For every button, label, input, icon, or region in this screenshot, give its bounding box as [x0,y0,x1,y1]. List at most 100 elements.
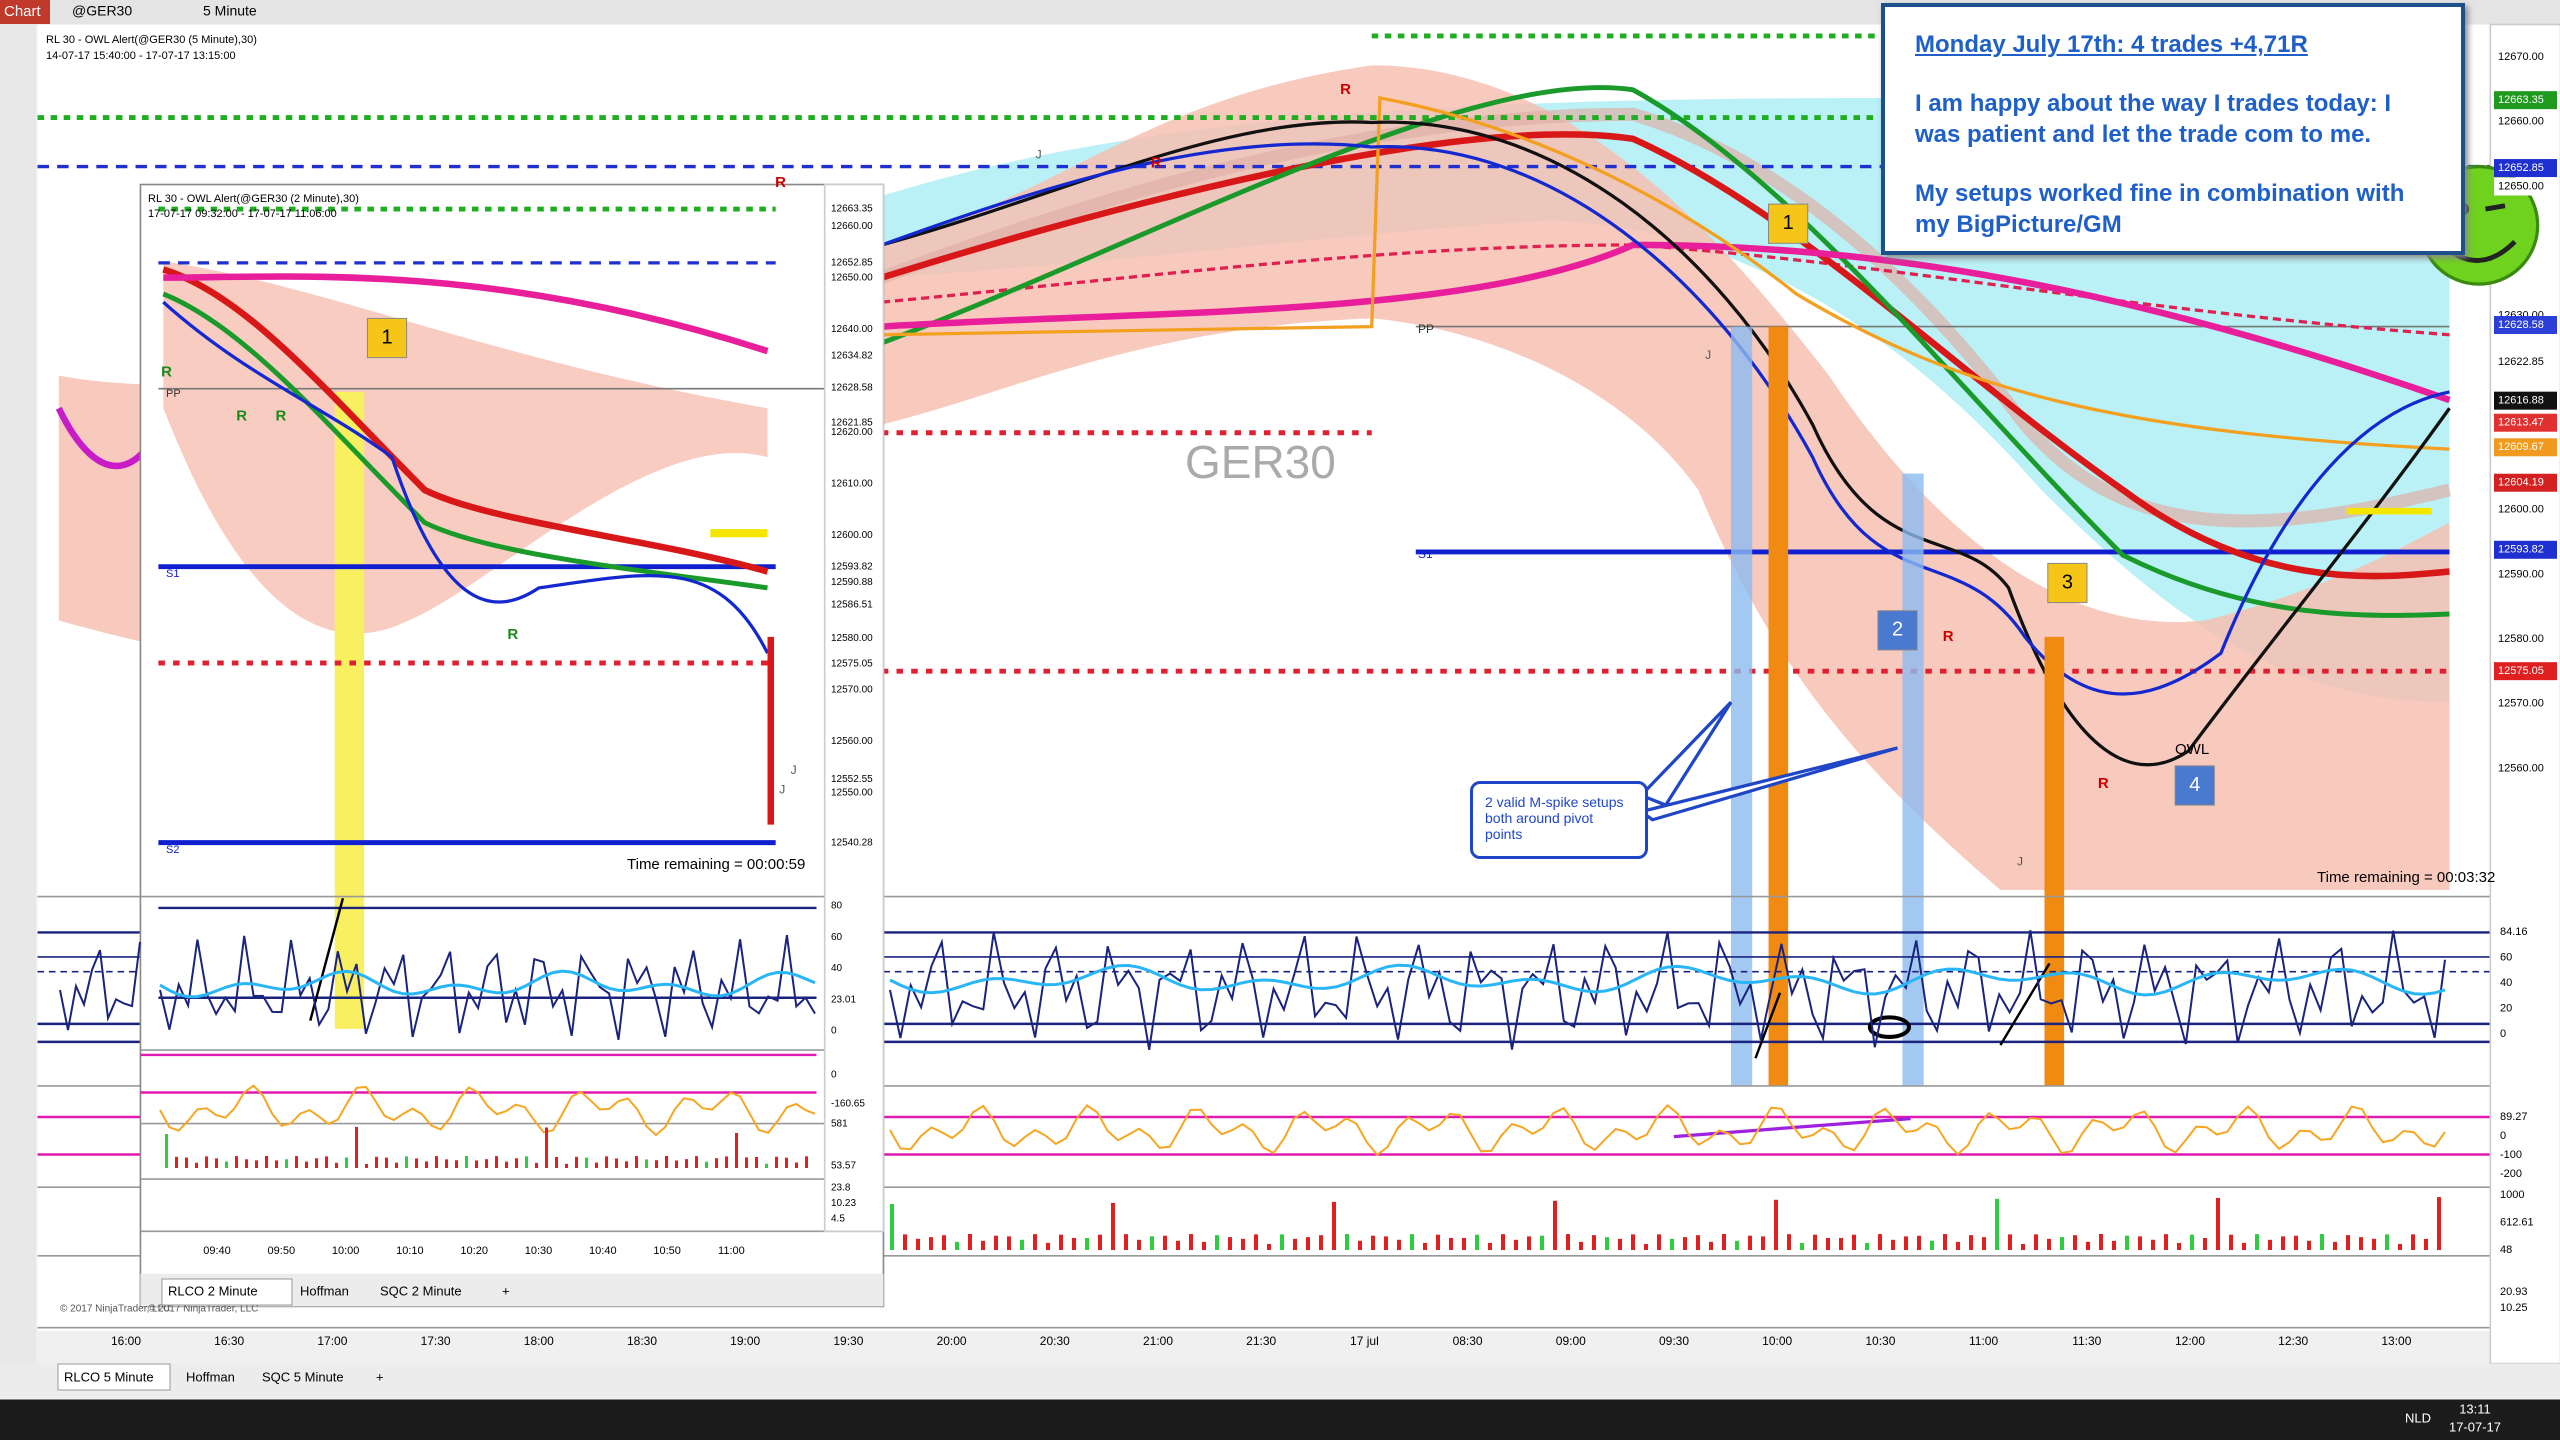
price-tag [2494,91,2557,110]
volume-bar [1202,1241,1206,1250]
line-black [881,120,2451,767]
price-label: 12628.58 [2498,319,2544,331]
volume-bar [1696,1235,1700,1250]
indicator-line [889,1103,2446,1157]
inset-volume-bar [445,1159,448,1168]
inset-time-label: 10:20 [460,1245,488,1257]
band-inner [879,107,2452,528]
volume-bar [1631,1234,1635,1250]
tab[interactable]: Hoffman [186,1369,235,1384]
osc-label: 84.16 [2500,926,2528,938]
trade-marker-label: 1 [1783,212,1794,234]
interval[interactable]: 5 Minute [203,3,257,19]
inset-volume-bar [385,1157,388,1168]
volume-bar [2073,1235,2077,1250]
volume-bar [1579,1241,1583,1250]
volume-bar [1462,1237,1466,1250]
cci-label: -100 [2500,1149,2522,1161]
volume-bar [903,1234,907,1250]
inset-time-label: 10:50 [653,1245,681,1257]
inset-volume-bar [435,1156,438,1168]
inset-price-label: 12570.00 [831,684,873,695]
inset-bar [334,391,365,1029]
volume-bar [1241,1238,1245,1250]
time-label: 20:00 [937,1334,967,1348]
volume-bar [929,1237,933,1250]
inset-price-label: 12621.85 [831,417,873,428]
price-tag [2494,112,2557,131]
volume-bar [1709,1241,1713,1250]
volume-bar [2281,1236,2285,1250]
inset-tab[interactable]: Hoffman [300,1283,349,1298]
volume-bar [1358,1240,1362,1250]
inset-pane-label: 0 [831,1026,837,1037]
inset-tab[interactable]: + [502,1283,510,1298]
tab[interactable]: RLCO 5 Minute [64,1369,154,1384]
oval [1867,1015,1912,1039]
volume-bar [1644,1243,1648,1250]
inset-volume-bar [665,1156,668,1168]
bottom-label: 20.93 [2500,1286,2528,1298]
volume-bar [1267,1243,1271,1250]
price-label: 12616.88 [2498,395,2544,407]
volume-bar [1098,1234,1102,1250]
r-marker: R [1943,628,1954,645]
chart-button[interactable]: Chart [4,3,42,20]
entry-bar [2044,636,2065,1086]
inset-volume-bar [725,1156,728,1168]
price-tag [2494,159,2557,178]
tab[interactable]: + [376,1369,384,1384]
main-header: RL 30 - OWL Alert(@GER30 (5 Minute),30) [46,34,257,46]
volume-bar [1488,1242,1492,1250]
volume-bar [2385,1234,2389,1250]
inset-volume-bar [305,1161,308,1168]
inset-volume-bar [555,1156,558,1168]
tab[interactable]: SQC 5 Minute [262,1369,344,1384]
volume-bar [1163,1235,1167,1250]
time-label: 16:30 [214,1334,244,1348]
instrument[interactable]: @GER30 [72,3,132,19]
setup-bar [1902,473,1924,1086]
inset-volume-bar [655,1160,658,1168]
price-tag [2494,413,2557,432]
volume-bar [942,1235,946,1250]
volume-bar [1930,1240,1934,1250]
inset-volume-bar [765,1163,768,1168]
osc-label: 40 [2500,977,2512,989]
volume-bar [1449,1237,1453,1250]
time-label: 12:00 [2175,1334,2205,1348]
price-label: 12652.85 [2498,162,2544,174]
osc-label: 60 [2500,951,2512,963]
volume-bar [2320,1234,2324,1250]
volume-bar [1878,1234,1882,1250]
inset-volume-bar [335,1162,338,1168]
volume-bar [2255,1234,2259,1250]
inset-price-label: 12586.51 [831,599,873,610]
hl-yellow [2346,507,2432,515]
r-marker: R [236,407,247,424]
trade-marker [2174,765,2215,806]
inset-line [163,273,769,355]
inset-tab[interactable]: SQC 2 Minute [380,1283,462,1298]
inset-volume-bar [455,1160,458,1168]
inset-pivot: S1 [166,568,179,580]
inset-pane-label: -160.65 [831,1099,865,1110]
inset-tab[interactable]: RLCO 2 Minute [168,1283,258,1298]
inset-volume-bar [295,1156,298,1168]
inset-pane-label: 80 [831,901,843,912]
volume-bar [2229,1234,2233,1250]
r-marker: R [507,626,518,643]
inset-volume-bar [775,1156,778,1168]
volume-bar [1956,1241,1960,1250]
inset-volume-bar [755,1156,758,1168]
r-marker: R [1340,81,1351,98]
inset-pane-label: 60 [831,932,843,943]
vol-label: 1000 [2500,1189,2524,1201]
volume-bar [2138,1236,2142,1250]
inset-volume-bar [355,1126,358,1168]
volume-bar [1748,1235,1752,1250]
inset-axis [823,183,885,1233]
volume-bar [1735,1240,1739,1250]
time-label: 11:00 [1969,1334,1998,1348]
inset-volume-bar [175,1156,178,1168]
